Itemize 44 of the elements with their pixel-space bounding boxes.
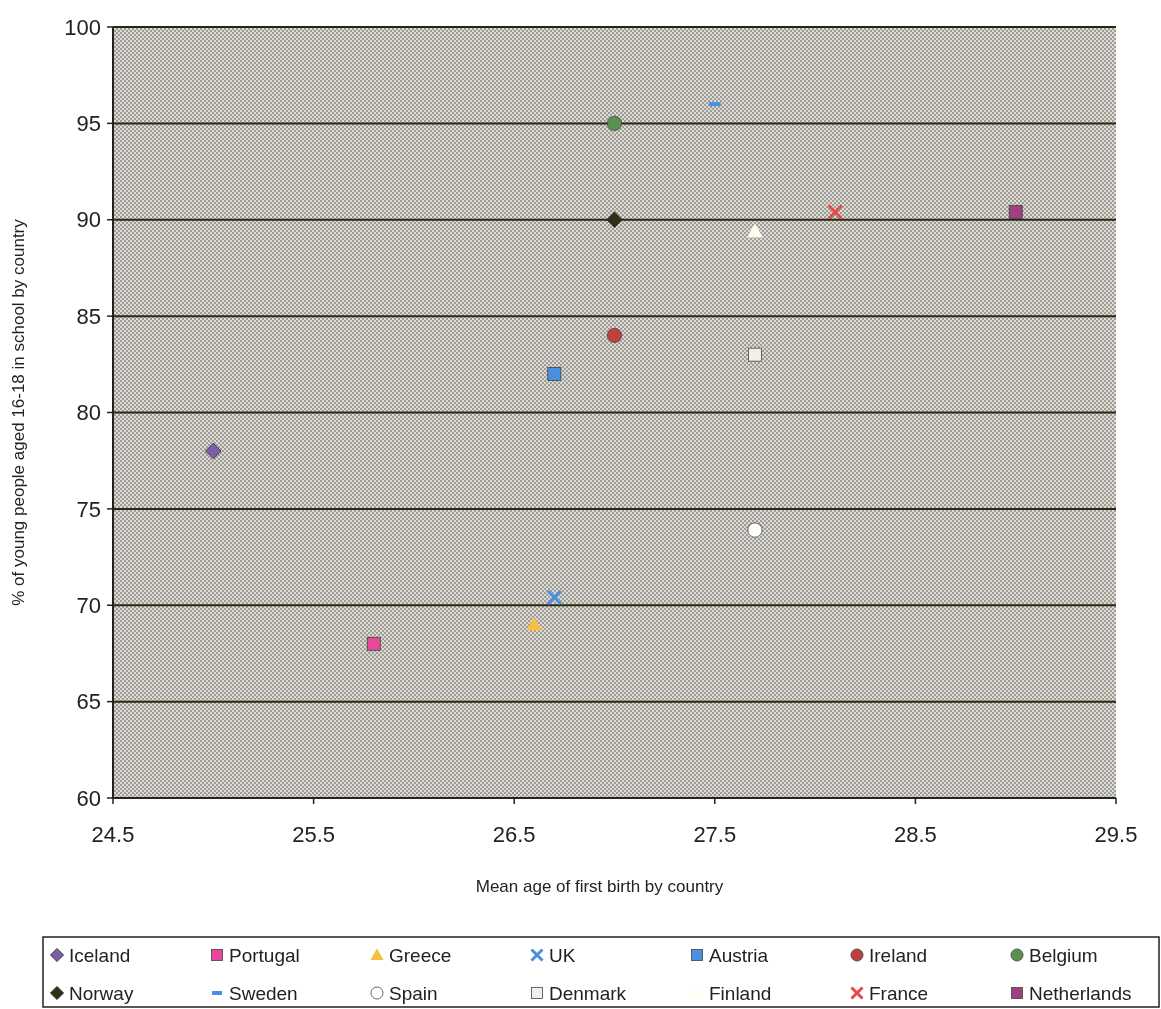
point	[1008, 205, 1023, 219]
x-axis-title: Mean age of first birth by country	[475, 877, 724, 896]
legend-label: Greece	[389, 944, 452, 966]
legend-label: Norway	[69, 982, 134, 1004]
y-tick-label: 75	[76, 496, 101, 522]
y-tick-label: 100	[64, 14, 101, 40]
y-tick-label: 60	[76, 785, 101, 811]
point	[747, 522, 763, 538]
y-tick-label: 65	[76, 689, 101, 715]
point	[606, 115, 623, 131]
legend-label: Iceland	[69, 944, 131, 966]
legend-label: Finland	[709, 982, 772, 1004]
legend-label: France	[869, 982, 929, 1004]
point	[526, 616, 543, 631]
y-tick-label: 80	[76, 400, 101, 426]
legend-label: Belgium	[1029, 944, 1098, 966]
x-tick-label: 29.5	[1094, 822, 1138, 847]
point	[827, 204, 844, 221]
legend-label: Portugal	[229, 944, 300, 966]
point	[547, 367, 562, 381]
legend-label: Ireland	[869, 944, 928, 966]
legend-label: Netherlands	[1029, 982, 1132, 1004]
legend-label: Denmark	[549, 982, 627, 1004]
y-tick-label: 70	[76, 592, 101, 618]
x-tick-label: 24.5	[91, 822, 135, 847]
point	[748, 347, 762, 362]
x-tick-label: 26.5	[492, 822, 536, 847]
x-tick-label: 28.5	[893, 822, 937, 847]
x-tick-label: 27.5	[693, 822, 737, 847]
point	[747, 223, 763, 238]
y-axis-title: % of young people aged 16-18 in school by country	[9, 218, 28, 606]
point	[546, 589, 563, 606]
point	[606, 327, 623, 343]
point	[205, 442, 222, 460]
y-tick-label: 95	[76, 111, 101, 137]
point	[606, 211, 623, 228]
y-tick-label: 85	[76, 303, 101, 329]
legend-label: Spain	[389, 982, 438, 1004]
legend-label: UK	[549, 944, 576, 966]
x-tick-label: 25.5	[292, 822, 336, 847]
point	[366, 636, 381, 651]
legend-label: Sweden	[229, 982, 298, 1004]
legend-label: Austria	[709, 944, 769, 966]
y-tick-label: 90	[76, 207, 101, 233]
